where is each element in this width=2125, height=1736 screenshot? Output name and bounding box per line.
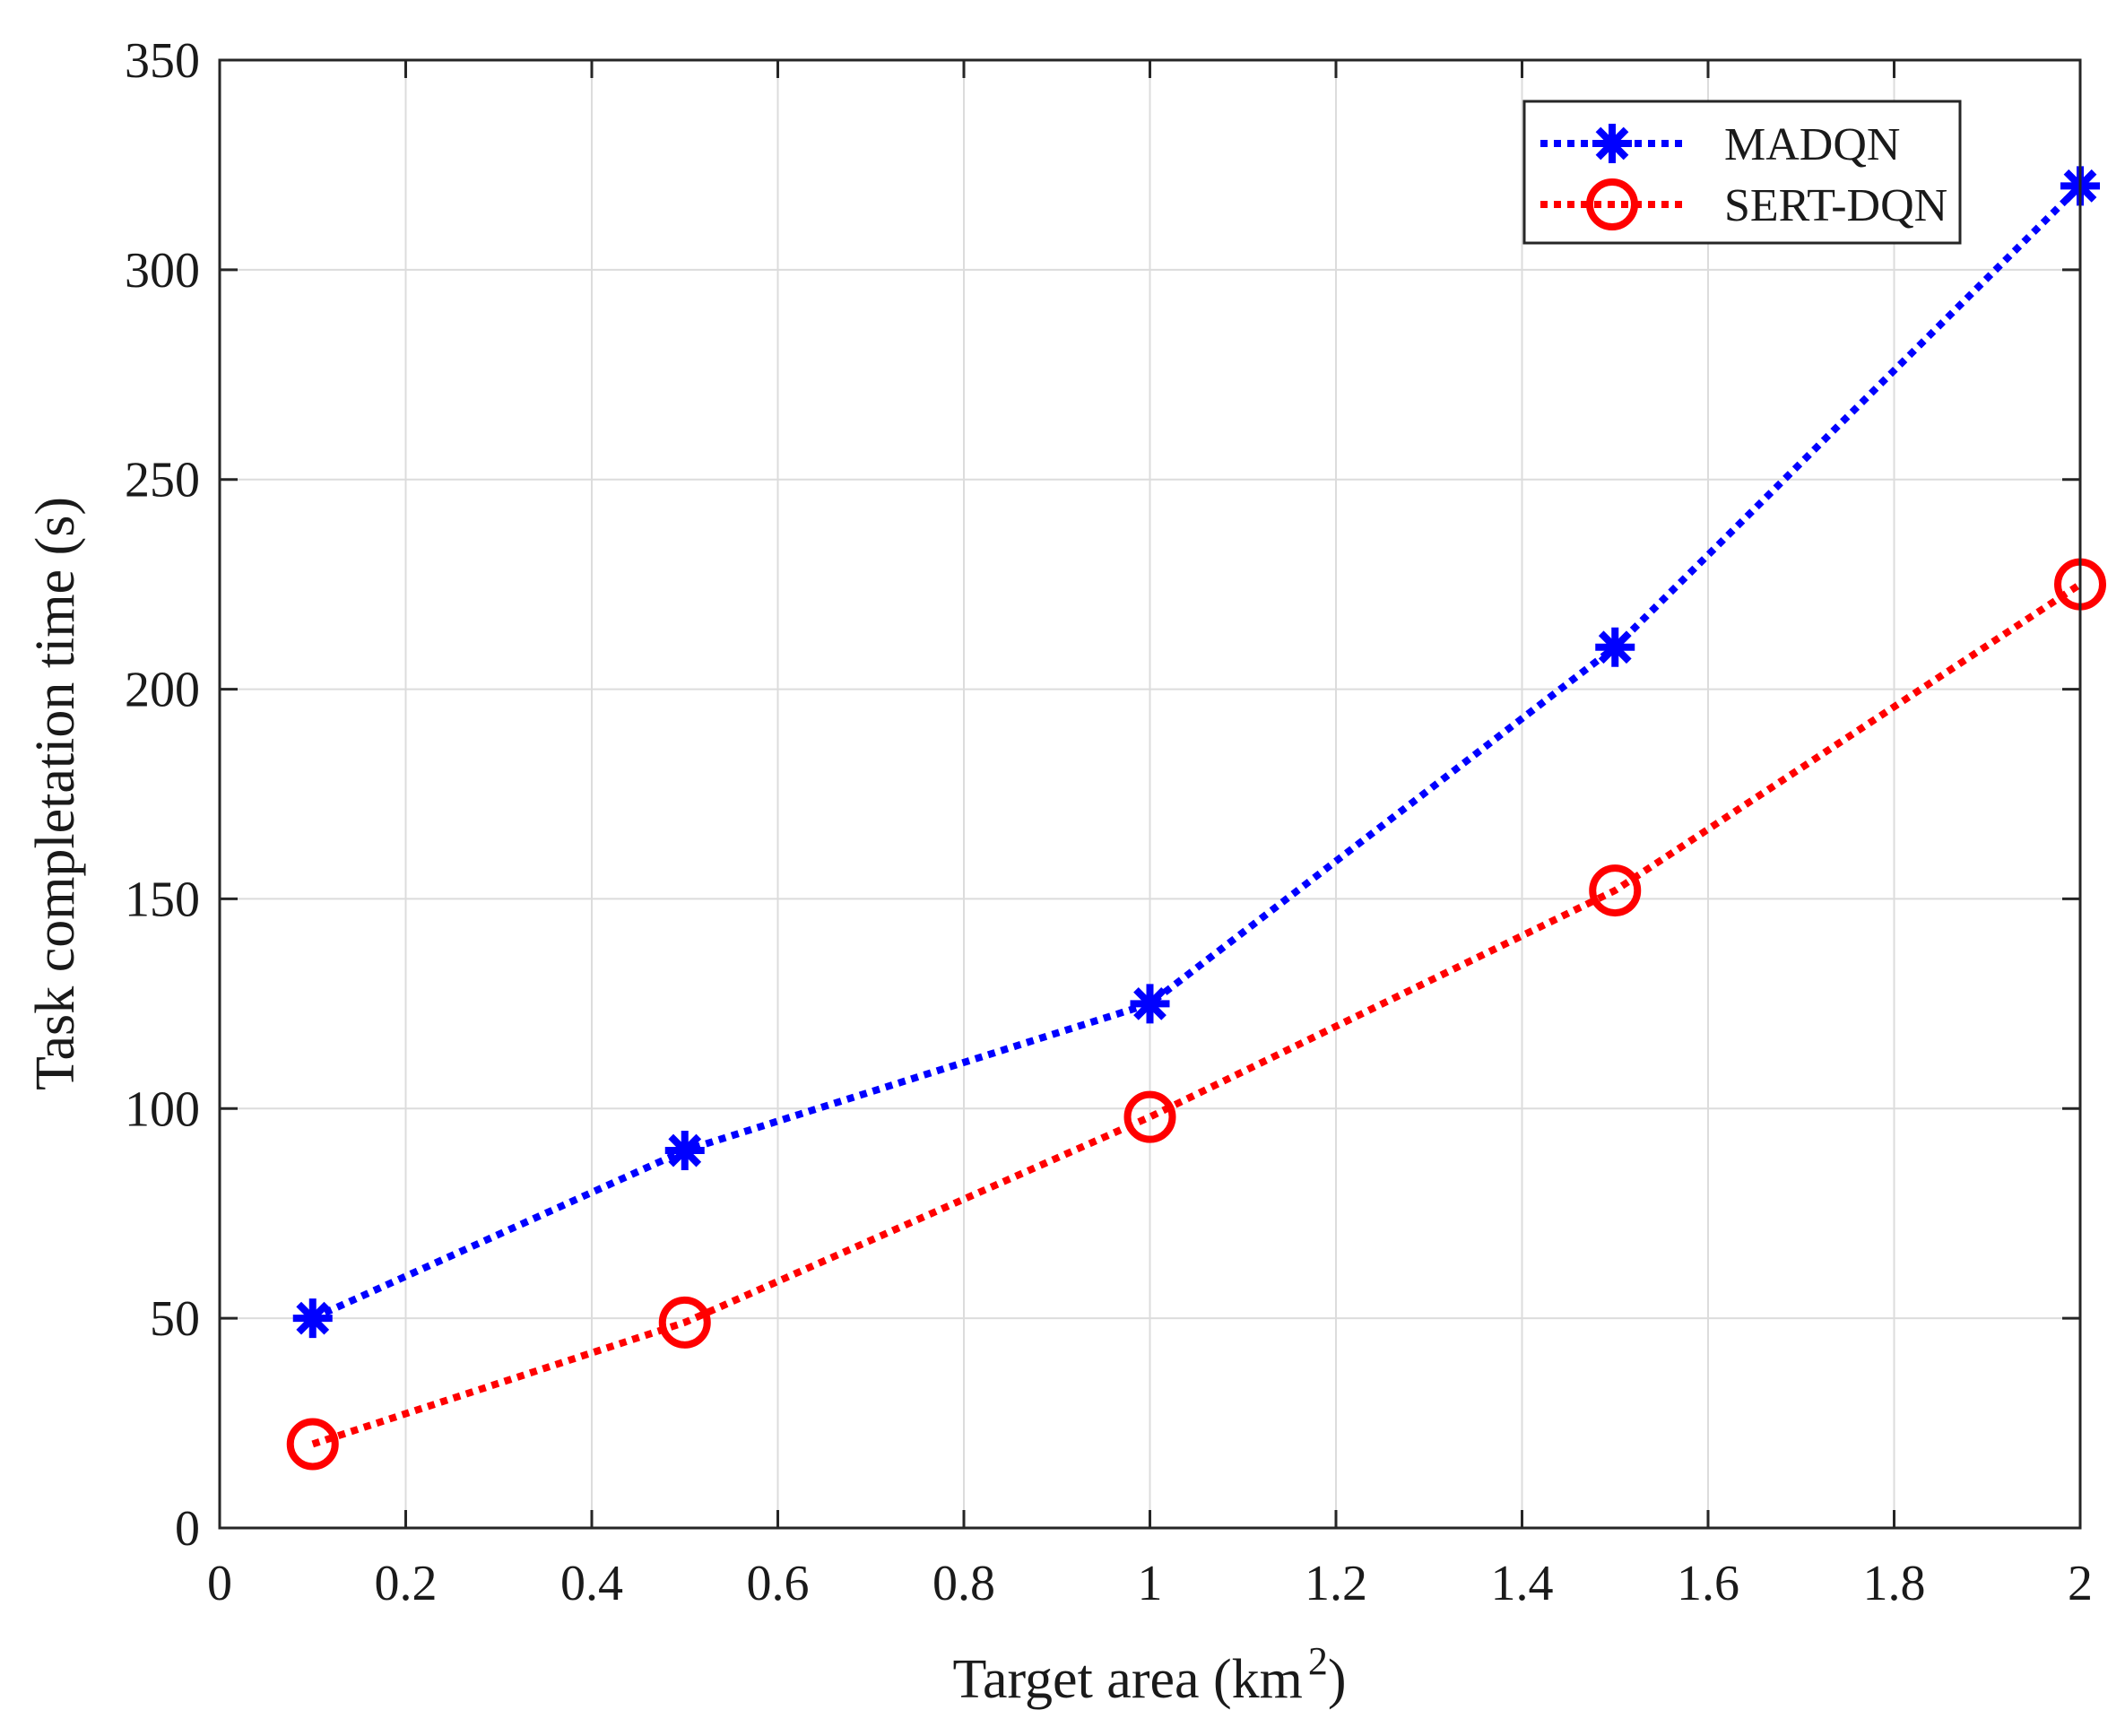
y-tick-label: 350 [125, 33, 200, 89]
data-point-madqn-stroke [296, 1301, 330, 1335]
data-point-madqn [292, 1298, 333, 1339]
y-tick-label: 100 [125, 1081, 200, 1137]
data-point-madqn-stroke [1598, 630, 1632, 664]
data-point-madqn [664, 1131, 705, 1171]
legend-sertdqn-circle [1586, 178, 1638, 230]
legend-sertdqn-marker [1586, 178, 1638, 230]
y-tick-label: 200 [125, 663, 200, 718]
y-axis-label: Task completation time (s) [25, 497, 86, 1090]
y-tick-labels: 0 50 100 150 200 250 300 350 [125, 33, 200, 1557]
x-tick-label: 1.2 [1305, 1556, 1367, 1611]
data-point-sert-dqn [286, 1418, 339, 1471]
series-line-madqn [311, 183, 2083, 1322]
data-point-madqn [1130, 984, 1170, 1024]
legend-madqn-label: MADQN [1724, 119, 1900, 170]
y-tick-label: 250 [125, 453, 200, 508]
legend-madqn-asterisk-stroke [1595, 126, 1629, 161]
x-tick-label: 2 [2068, 1556, 2093, 1611]
legend-madqn-asterisk [1592, 124, 1632, 163]
legend-madqn-marker [1592, 124, 1632, 163]
x-tick-label: 0.4 [560, 1556, 623, 1611]
legend: MADQN SERT-DQN [1522, 100, 1962, 245]
axis-ticks [218, 58, 2082, 1530]
data-point-madqn [1595, 627, 1635, 667]
data-point-madqn-stroke [668, 1133, 702, 1167]
data-point-madqn-stroke [1133, 986, 1167, 1020]
y-tick-label: 50 [150, 1291, 200, 1347]
x-tick-label: 1.6 [1677, 1556, 1739, 1611]
data-point-sert-dqn [1123, 1090, 1176, 1143]
x-tick-labels: 0 0.2 0.4 0.6 0.8 1 1.2 1.4 1.6 1.8 2 [207, 1556, 2093, 1611]
x-tick-label: 1 [1138, 1556, 1163, 1611]
data-point-sert-dqn [658, 1296, 711, 1349]
x-tick-label: 1.8 [1863, 1556, 1926, 1611]
x-tick-label: 1.4 [1491, 1556, 1554, 1611]
x-tick-label: 0 [207, 1556, 232, 1611]
data-point-sert-dqn [1589, 864, 1642, 917]
y-tick-label: 0 [175, 1501, 200, 1557]
y-tick-label: 150 [125, 872, 200, 927]
legend-sertdqn-label: SERT-DQN [1724, 180, 1947, 231]
x-tick-label: 0.2 [375, 1556, 438, 1611]
series-line-sert-dqn [311, 581, 2083, 1448]
x-tick-label: 0.8 [932, 1556, 995, 1611]
y-tick-label: 300 [125, 243, 200, 299]
x-tick-label: 0.6 [747, 1556, 810, 1611]
x-axis-label: Target area (km 2) [952, 1639, 1346, 1710]
